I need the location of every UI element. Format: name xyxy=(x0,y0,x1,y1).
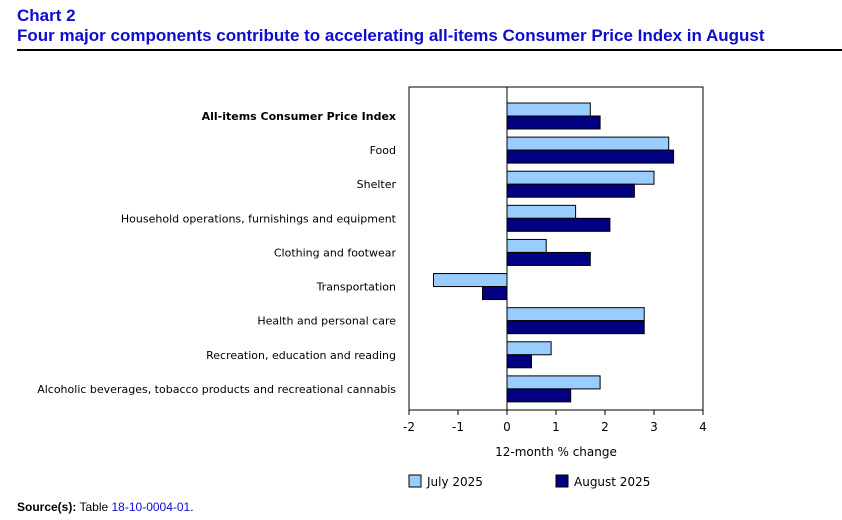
plot-frame xyxy=(408,86,704,411)
bar-august-5 xyxy=(482,286,508,301)
category-label: Shelter xyxy=(357,178,397,191)
x-tick-label: 4 xyxy=(699,420,707,434)
x-tick-label: 2 xyxy=(601,420,609,434)
chart-header: Chart 2 Four major components contribute… xyxy=(17,6,842,46)
category-label: Alcoholic beverages, tobacco products an… xyxy=(37,383,396,396)
category-label: Clothing and footwear xyxy=(274,246,397,259)
source-note: Source(s): Table 18-10-0004-01. xyxy=(17,500,194,514)
legend-label-july: July 2025 xyxy=(426,475,483,489)
x-axis-label: 12-month % change xyxy=(495,445,617,459)
bar-july-5 xyxy=(433,273,508,288)
x-tick-label: 0 xyxy=(503,420,511,434)
bar-august-6 xyxy=(506,320,645,335)
category-label: All-items Consumer Price Index xyxy=(202,110,396,123)
bar-july-4 xyxy=(506,238,547,253)
x-tick-label: -1 xyxy=(452,420,464,434)
category-label: Household operations, furnishings and eq… xyxy=(121,212,397,225)
title-divider xyxy=(17,49,842,51)
bar-july-7 xyxy=(506,341,552,356)
legend-label-august: August 2025 xyxy=(574,475,650,489)
category-label: Food xyxy=(370,144,396,157)
legend-swatch-august xyxy=(555,474,569,488)
source-table-link[interactable]: 18-10-0004-01 xyxy=(111,500,191,514)
bar-july-3 xyxy=(506,204,577,219)
bar-august-4 xyxy=(506,251,591,266)
bar-august-7 xyxy=(506,354,532,369)
x-tick-label: -2 xyxy=(403,420,415,434)
bar-july-6 xyxy=(506,307,645,322)
bar-august-2 xyxy=(506,183,635,198)
source-suffix: . xyxy=(190,500,194,514)
category-label: Health and personal care xyxy=(257,315,396,328)
bar-august-1 xyxy=(506,149,675,164)
bar-august-8 xyxy=(506,388,572,403)
bar-july-8 xyxy=(506,375,601,390)
chart-title: Four major components contribute to acce… xyxy=(17,26,765,45)
bar-august-0 xyxy=(506,115,601,130)
source-prefix: Table xyxy=(79,500,109,514)
legend-swatch-july xyxy=(408,474,422,488)
category-label: Recreation, education and reading xyxy=(206,349,396,362)
source-label: Source(s): xyxy=(17,500,77,514)
bar-july-0 xyxy=(506,102,591,117)
bar-july-1 xyxy=(506,136,670,151)
x-tick-label: 1 xyxy=(552,420,560,434)
chart-number: Chart 2 xyxy=(17,6,76,25)
x-tick-label: 3 xyxy=(650,420,658,434)
category-label: Transportation xyxy=(316,281,396,294)
bar-august-3 xyxy=(506,217,611,232)
bar-july-2 xyxy=(506,170,655,185)
